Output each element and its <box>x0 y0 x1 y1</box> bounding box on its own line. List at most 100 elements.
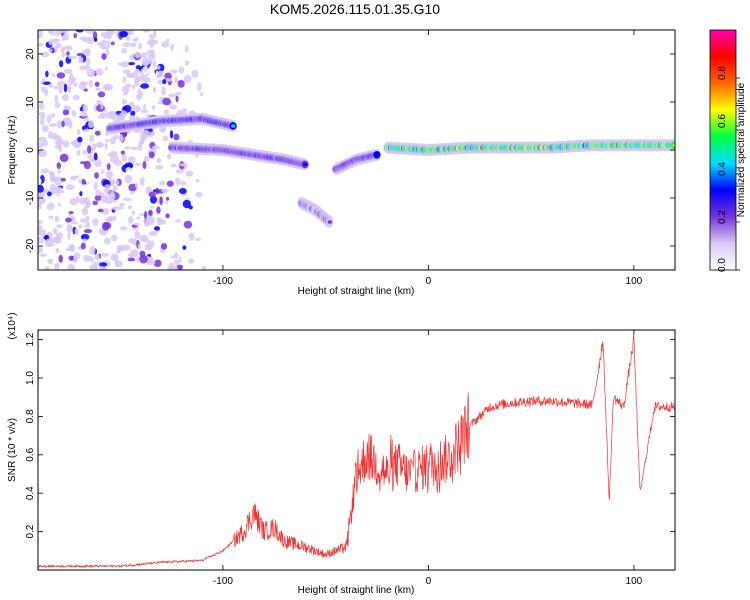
x-tick-label: 0 <box>426 276 432 287</box>
spectrogram-noise-blob <box>181 60 187 67</box>
spectrogram-noise-blob <box>138 140 144 145</box>
spectrogram-noise-blob <box>106 40 111 49</box>
spectrogram-noise-blob <box>47 258 54 265</box>
spectrogram-noise-blob <box>44 238 54 248</box>
spectrogram-noise-blob <box>75 30 84 33</box>
spectrogram-noise-blob <box>110 253 119 262</box>
spectrogram-noise-blob <box>105 170 114 179</box>
spectrogram-noise-blob <box>96 99 102 106</box>
spectrogram-noise-blob <box>54 30 62 37</box>
spectrogram-noise-blob <box>151 105 156 110</box>
spectrogram-noise-blob <box>74 228 80 236</box>
spectrogram-noise-blob <box>53 235 61 243</box>
spectrogram-xlabel: Height of straight line (km) <box>298 286 415 297</box>
spectrogram-noise-blob <box>82 65 90 70</box>
spectrogram-noise-blob <box>112 215 117 221</box>
colorbar-fill <box>710 30 736 270</box>
spectrogram-noise-blob <box>142 103 147 112</box>
spectrogram-noise-blob <box>127 205 133 210</box>
spectrogram-noise-blob <box>53 176 63 186</box>
spectrogram-noise-blob <box>120 110 128 117</box>
spectrogram-noise-blob <box>61 46 66 51</box>
spectrogram-noise-blob <box>174 76 178 83</box>
spectrogram-noise-blob <box>144 243 153 251</box>
spectrogram-noise-blob <box>98 266 107 270</box>
colorbar-tick-label: 0.2 <box>717 210 728 224</box>
spectrogram-noise-blob <box>48 170 54 175</box>
spectrogram-noise-blob <box>45 252 51 260</box>
spectrogram-noise-blob <box>51 73 56 78</box>
spectrogram-noise-blob <box>165 213 170 219</box>
colorbar: 0.0 0.2 0.4 0.6 0.8 Normalized spectral ampl… <box>709 29 747 272</box>
spectrogram-noise-blob <box>155 187 160 195</box>
spectrogram-noise-blob <box>97 91 106 98</box>
spectrogram-noise-blob <box>106 218 111 223</box>
spectrogram-noise-blob <box>79 36 87 41</box>
spectrogram-noise-blob <box>94 254 100 261</box>
spectrogram-noise-blob <box>56 224 63 229</box>
spectrogram-noise-blob <box>179 163 188 167</box>
spectrogram-noise-blob <box>116 244 124 252</box>
spectrogram-noise-blob <box>142 66 149 75</box>
spectrogram-noise-blob <box>81 178 86 185</box>
spectrogram-noise-blob <box>76 149 81 156</box>
spectrogram-noise-blob <box>180 180 186 186</box>
snr-multiplier: (x10⁴) <box>7 312 18 339</box>
x-tick-label: -100 <box>213 276 233 287</box>
spectrogram-noise-blob <box>162 135 169 142</box>
spectrogram-band-core <box>672 143 675 147</box>
spectrogram-noise-blob <box>86 68 96 78</box>
spectrogram-noise-blob <box>85 30 95 35</box>
colorbar-tick-label: 0.4 <box>717 162 728 176</box>
spectrogram-noise-blob <box>111 206 121 211</box>
spectrogram-noise-blob <box>183 74 192 84</box>
spectrogram-noise-blob <box>109 136 117 145</box>
spectrogram-noise-blob <box>83 229 93 234</box>
spectrogram-noise-blob <box>175 177 181 186</box>
snr-series-line <box>37 334 676 568</box>
spectrogram-noise-blob <box>169 69 178 74</box>
spectrogram-noise-blob <box>82 238 88 243</box>
y-tick-label: -10 <box>25 190 36 205</box>
spectrogram-noise-blob <box>86 145 92 154</box>
snr-xlabel: Height of straight line (km) <box>298 585 415 596</box>
spectrogram-noise-blob <box>38 185 44 193</box>
spectrogram-noise-blob <box>78 224 83 229</box>
spectrogram-noise-blob <box>155 164 164 170</box>
spectrogram-noise-blob <box>86 43 92 49</box>
spectrogram-noise-blob <box>185 170 194 177</box>
spectrogram-noise-blob <box>76 128 81 136</box>
spectrogram-noise-blob <box>162 97 171 106</box>
y-tick-label: 0 <box>25 147 36 153</box>
spectrogram-noise-blob <box>146 260 156 266</box>
spectrogram-noise-blob <box>58 85 63 95</box>
spectrogram-noise-blob <box>57 80 66 87</box>
spectrogram-noise-blob <box>54 94 59 104</box>
spectrogram-noise-blob <box>133 222 141 226</box>
spectrogram-noise-blob <box>105 111 112 119</box>
spectrogram-noise-blob <box>48 215 54 219</box>
spectrogram-noise-blob <box>184 45 189 53</box>
spectrogram-noise-blob <box>81 206 89 216</box>
spectrogram-noise-blob <box>148 151 155 159</box>
spectrogram-noise-blob <box>102 83 111 91</box>
spectrogram-noise-blob <box>157 70 165 78</box>
spectrogram-noise-blob <box>118 116 123 121</box>
colorbar-ticks: 0.0 0.2 0.4 0.6 0.8 <box>717 66 740 272</box>
spectrogram-noise-blob <box>95 68 104 76</box>
spectrogram-noise-blob <box>165 38 170 43</box>
colorbar-tick-label: 0.8 <box>717 66 728 80</box>
spectrogram-noise-blob <box>109 154 119 163</box>
spectrogram-noise-blob <box>164 72 172 81</box>
spectrogram-noise-blob <box>54 262 60 270</box>
spectrogram-noise-blob <box>53 186 63 191</box>
spectrogram-noise-blob <box>78 173 85 180</box>
spectrogram-noise-blob <box>87 154 93 159</box>
spectrogram-noise-blob <box>195 178 200 183</box>
spectrogram-noise-blob <box>122 91 128 96</box>
spectrogram-noise-blob <box>188 205 193 210</box>
spectrogram-noise-blob <box>47 191 52 197</box>
spectrogram-noise-blob <box>80 233 90 241</box>
spectrogram-noise-blob <box>130 42 137 48</box>
spectrogram-noise-blob <box>88 36 94 45</box>
